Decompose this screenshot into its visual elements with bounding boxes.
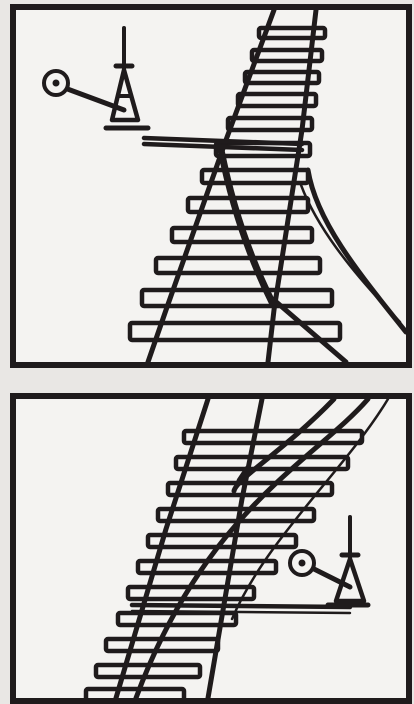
diverging-rails-top [271, 167, 406, 362]
diverging-rails-bottom [133, 399, 390, 698]
rails-bottom [113, 399, 265, 698]
ties-top [127, 25, 343, 343]
switch-point-bottom [236, 465, 252, 485]
rails-top [145, 10, 319, 362]
throw-rod-bottom [129, 602, 353, 615]
track-drawing-top [42, 10, 406, 362]
turnout-illustration-top [10, 4, 412, 368]
throw-rod-top [141, 135, 305, 153]
turnout-illustration-bottom [10, 393, 412, 704]
switch-stand-target-icon [42, 69, 70, 97]
track-drawing-bottom [83, 399, 390, 698]
switch-point-top [217, 146, 276, 306]
switch-stand-top [51, 26, 151, 131]
switch-stand-target-icon [288, 549, 316, 577]
